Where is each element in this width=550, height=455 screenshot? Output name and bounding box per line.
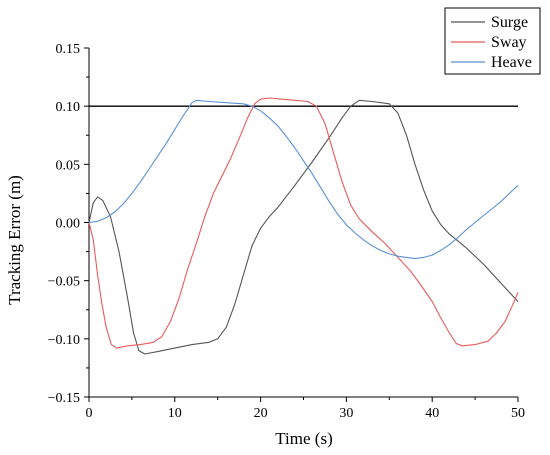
x-axis: 0 10 20 30 40 50 [86,397,525,421]
series-layer [88,97,519,355]
y-tick-label: −0.10 [48,333,80,348]
x-tick-label: 40 [425,406,439,421]
y-axis: −0.15 −0.10 −0.05 0.00 0.05 0.10 0.15 [48,42,89,406]
y-tick-label: 0.15 [56,42,81,57]
x-axis-title: Time (s) [275,429,332,448]
legend-label-surge: Surge [491,14,528,31]
y-tick-label: 0.05 [56,158,81,173]
x-tick-label: 30 [339,406,353,421]
y-tick-label: −0.15 [48,391,80,406]
x-tick-label: 50 [511,406,525,421]
series-line-surge [88,99,519,355]
y-tick-label: −0.05 [48,275,80,290]
legend-box [444,7,541,75]
legend-label-sway: Sway [491,34,527,51]
series-line-heave [88,99,519,260]
x-tick-label: 0 [86,406,93,421]
x-tick-label: 20 [254,406,268,421]
y-tick-label: 0.00 [56,217,81,232]
legend-label-heave: Heave [491,54,532,71]
x-tick-label: 10 [168,406,182,421]
y-tick-label: 0.10 [56,100,81,115]
legend: Surge Sway Heave [444,7,541,75]
y-axis-title: Tracking Error (m) [5,175,24,305]
series-line-sway [88,97,519,349]
